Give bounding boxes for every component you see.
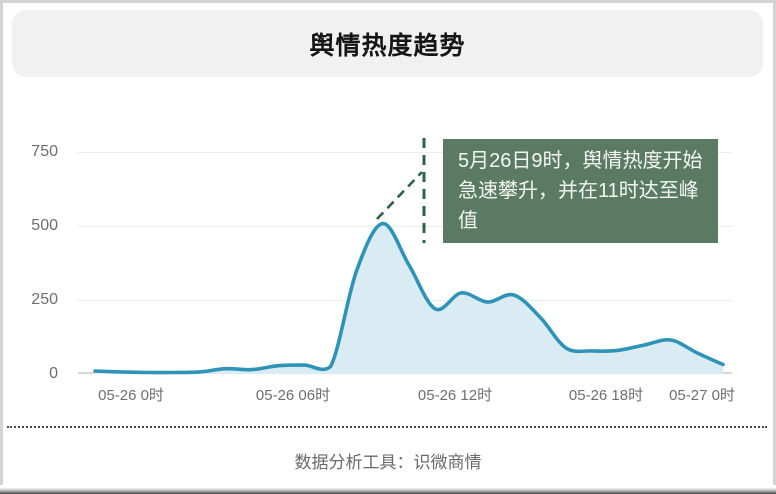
- x-tick-label: 05-26 0时: [98, 387, 164, 404]
- window-bottom-edge: [0, 485, 776, 494]
- x-tick-label: 05-26 18时: [568, 387, 644, 404]
- data-source-label: 数据分析工具：识微商情: [294, 453, 482, 472]
- x-tick-label: 05-27 0时: [669, 387, 735, 404]
- x-axis-line: [78, 372, 732, 374]
- chart-title-banner: 舆情热度趋势: [12, 10, 763, 77]
- trend-line: [93, 221, 725, 375]
- y-tick-label: 750: [31, 143, 58, 160]
- y-tick-label: 500: [31, 217, 58, 234]
- y-tick-label: 0: [49, 365, 58, 382]
- peak-annotation: 5月26日9时，舆情热度开始急速攀升，并在11时达至峰值: [443, 139, 718, 243]
- y-tick-label: 250: [31, 291, 58, 308]
- annotation-callout-diagonal: [376, 171, 423, 220]
- dotted-divider: [7, 426, 767, 428]
- x-tick-label: 05-26 12时: [417, 387, 493, 404]
- gridline-750: [78, 152, 732, 153]
- chart-title: 舆情热度趋势: [309, 31, 466, 60]
- trend-area-fill: [95, 223, 723, 374]
- gridline-250: [78, 300, 732, 301]
- x-tick-label: 05-26 06时: [255, 387, 331, 404]
